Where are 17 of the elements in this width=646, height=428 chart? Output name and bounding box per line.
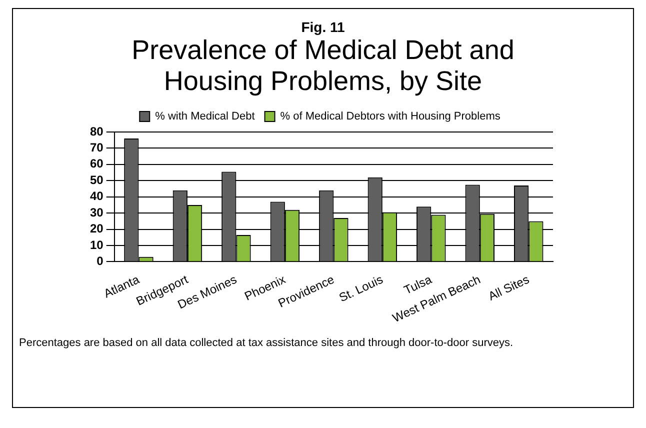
x-tick-label: St. Louis [336, 272, 386, 305]
y-tick-label: 30 [90, 205, 104, 220]
y-tick-label: 50 [90, 172, 104, 187]
text: Percentages are based on all data collected at tax assistance sites and through door-to-door surveys. [19, 337, 514, 349]
y-tick-label: 40 [90, 189, 104, 204]
y-tick-label: 0 [96, 254, 104, 268]
y-tick-label: 70 [90, 140, 104, 155]
y-tick-label: 60 [90, 156, 104, 171]
chart-title: Prevalence of Medical Debt and Housing Problems, by Site [130, 35, 516, 97]
x-tick-label: All Sites [486, 272, 532, 304]
legend-label: % of Medical Debtors with Housing Problems [280, 110, 501, 123]
y-tick-label: 10 [90, 238, 104, 252]
y-tick-label: 20 [90, 222, 104, 236]
chart-subtitle: Fig. 11 [301, 19, 345, 35]
legend-label: % with Medical Debt [155, 110, 255, 123]
y-tick-label: 80 [90, 124, 104, 138]
x-tick-label: Tulsa [402, 272, 434, 298]
